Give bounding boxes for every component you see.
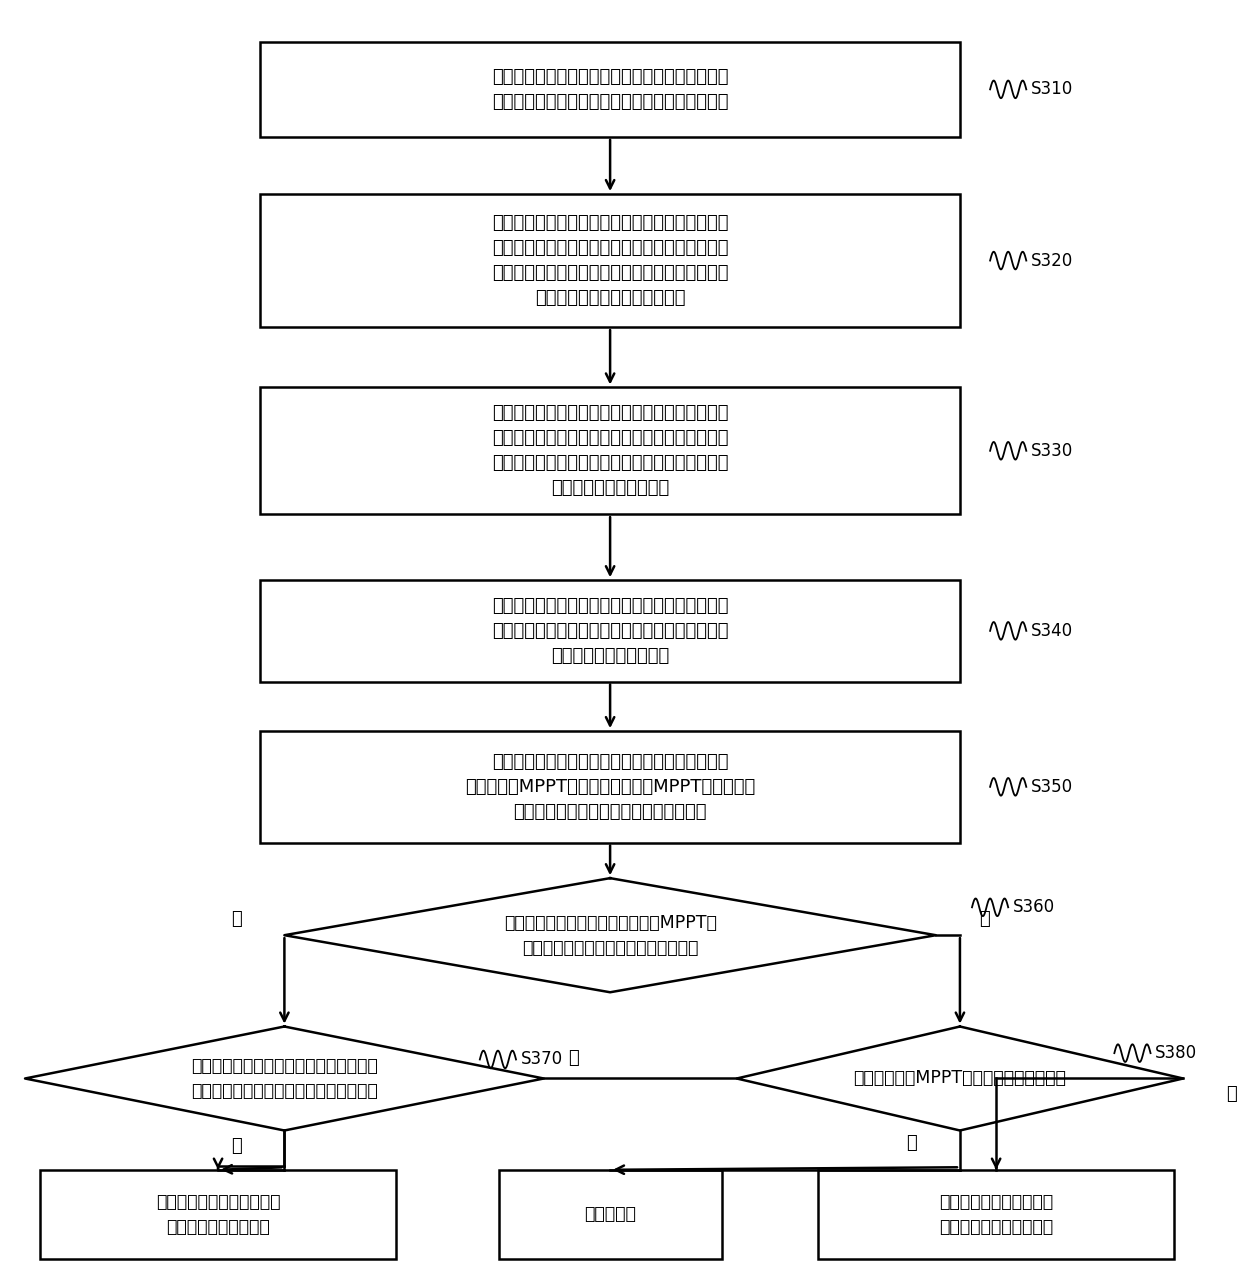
Text: 是: 是 <box>906 1135 918 1153</box>
FancyBboxPatch shape <box>260 387 960 514</box>
Polygon shape <box>25 1027 544 1131</box>
Text: 否: 否 <box>978 910 990 928</box>
Text: 是: 是 <box>569 1049 579 1067</box>
Text: 选取确定出所述待筛选组串的组串类型对应的逆变
器的所述组串电流日离散率大于预设离散率阈值的
逆变器作为待调整逆变器: 选取确定出所述待筛选组串的组串类型对应的逆变 器的所述组串电流日离散率大于预设离… <box>492 597 728 665</box>
FancyBboxPatch shape <box>260 194 960 327</box>
Text: 获取各逆变器在所述典型日的每个组串的电流数据
并根据所述电流数据确定发电量最大组串的电流数
据，并根据所述发电量最大组串的电流数据得到各
所述逆变器的组串电流日: 获取各逆变器在所述典型日的每个组串的电流数据 并根据所述电流数据确定发电量最大组… <box>492 214 728 308</box>
Polygon shape <box>284 878 936 992</box>
Text: S350: S350 <box>1032 778 1074 796</box>
Text: S370: S370 <box>521 1050 563 1068</box>
FancyBboxPatch shape <box>260 581 960 682</box>
FancyBboxPatch shape <box>260 42 960 137</box>
Text: 判断每路所述MPPT下可接组串个数为一个: 判断每路所述MPPT下可接组串个数为一个 <box>853 1069 1066 1087</box>
Text: 确定对所述待调整逆变器
的组串接入方式进行调整: 确定对所述待调整逆变器 的组串接入方式进行调整 <box>939 1192 1053 1236</box>
Text: S380: S380 <box>1156 1044 1198 1061</box>
Text: 是: 是 <box>231 910 242 928</box>
Text: S310: S310 <box>1032 81 1074 99</box>
Text: 基于各逆变器的所述组串电流日离散率确定基准组
串电流曲线，并根据所述基准组串电流曲线对应的
电流峰值时刻与待筛选组串的电流峰值时刻确定所
述待筛选组串的组串类型: 基于各逆变器的所述组串电流日离散率确定基准组 串电流曲线，并根据所述基准组串电流… <box>492 404 728 497</box>
Text: S320: S320 <box>1032 251 1074 269</box>
FancyBboxPatch shape <box>498 1169 722 1259</box>
Text: 否: 否 <box>1226 1085 1236 1103</box>
FancyBboxPatch shape <box>260 731 960 842</box>
Text: 判断所述待调整逆变器对应的所述MPPT的
路数大于所述待调整逆变器的组串个数: 判断所述待调整逆变器对应的所述MPPT的 路数大于所述待调整逆变器的组串个数 <box>503 914 717 956</box>
Text: S340: S340 <box>1032 622 1074 640</box>
Text: S330: S330 <box>1032 442 1074 460</box>
Text: 确定对所述待调整逆变器的
组串接入方式进行调整: 确定对所述待调整逆变器的 组串接入方式进行调整 <box>156 1192 280 1236</box>
Text: S360: S360 <box>1013 899 1055 917</box>
FancyBboxPatch shape <box>40 1169 396 1259</box>
Text: 选取各所述逆变器日发电量最大组串的二阶差分的
绝对值均小于预设日发电量阈值的日期作为典型日: 选取各所述逆变器日发电量最大组串的二阶差分的 绝对值均小于预设日发电量阈值的日期… <box>492 68 728 110</box>
Text: 否: 否 <box>231 1137 242 1155</box>
Text: 判断确定出的目标逆变器组串接入方式与
所述当前待调整逆变器组串接入方式不同: 判断确定出的目标逆变器组串接入方式与 所述当前待调整逆变器组串接入方式不同 <box>191 1056 378 1100</box>
Text: 不进行调整: 不进行调整 <box>584 1205 636 1223</box>
FancyBboxPatch shape <box>818 1169 1174 1259</box>
Text: 根据所述待调整逆变器的组串个数、所述待调整逆
变器对应的MPPT路数以及每路所述MPPT下可接组串
个数确定当前待调整逆变器组串接入方式: 根据所述待调整逆变器的组串个数、所述待调整逆 变器对应的MPPT路数以及每路所述… <box>465 753 755 820</box>
Polygon shape <box>737 1027 1183 1131</box>
